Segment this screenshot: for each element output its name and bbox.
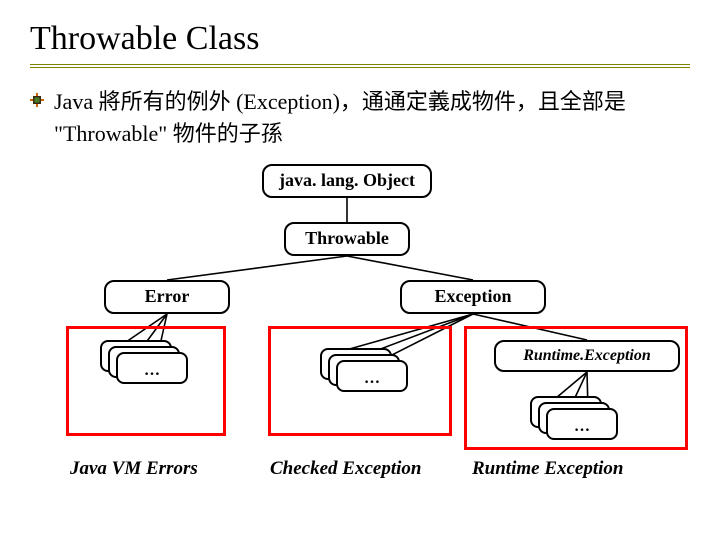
- caption-runtime: Runtime Exception: [472, 458, 624, 480]
- node-object: java. lang. Object: [262, 164, 432, 198]
- bullet-quoted: "Throwable": [54, 121, 167, 146]
- node-error: Error: [104, 280, 230, 314]
- stack-card: …: [336, 360, 408, 392]
- bullet-item: Java 將所有的例外 (Exception)，通通定義成物件，且全部是 "Th…: [30, 86, 690, 150]
- node-throwable: Throwable: [284, 222, 410, 256]
- bullet-icon: [30, 93, 44, 107]
- bullet-text: Java 將所有的例外 (Exception)，通通定義成物件，且全部是 "Th…: [54, 86, 690, 150]
- bullet-prefix: Java 將所有的例外 (Exception)，通通定義成物件，且全部是: [54, 89, 626, 114]
- caption-vm-errors: Java VM Errors: [70, 458, 198, 480]
- caption-checked: Checked Exception: [270, 458, 421, 480]
- slide: Throwable Class Java 將所有的例外 (Exception)，…: [0, 0, 720, 504]
- stack-card: …: [546, 408, 618, 440]
- class-hierarchy-diagram: java. lang. Object Throwable Error Excep…: [30, 164, 690, 494]
- slide-title: Throwable Class: [30, 20, 690, 58]
- node-exception: Exception: [400, 280, 546, 314]
- title-underline: [30, 64, 690, 68]
- bullet-suffix: 物件的子孫: [167, 121, 283, 146]
- stack-card: …: [116, 352, 188, 384]
